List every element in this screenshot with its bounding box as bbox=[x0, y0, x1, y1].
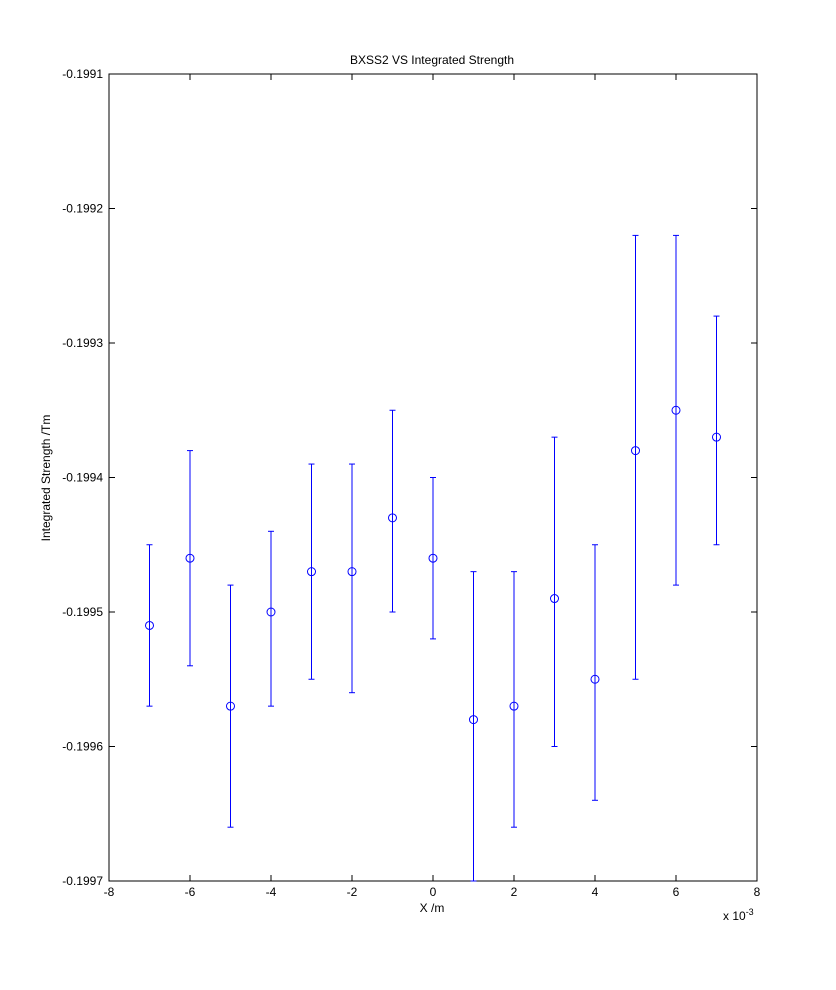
y-tick-label: -0.1994 bbox=[62, 471, 103, 485]
data-point bbox=[226, 701, 235, 711]
data-point bbox=[266, 607, 276, 617]
data-point bbox=[712, 432, 721, 442]
chart-title: BXSS2 VS Integrated Strength bbox=[350, 53, 514, 67]
data-point bbox=[428, 553, 438, 563]
data-point bbox=[388, 513, 397, 523]
y-tick-label: -0.1992 bbox=[62, 202, 103, 216]
y-tick-label: -0.1997 bbox=[62, 874, 103, 888]
x-tick-label: 2 bbox=[511, 885, 518, 899]
x-axis-ticks: -8 -6 -4 -2 0 2 4 6 8 bbox=[104, 74, 761, 899]
x-tick-label: -8 bbox=[104, 885, 115, 899]
error-bars bbox=[146, 234, 720, 882]
data-point bbox=[145, 620, 154, 630]
y-axis-label: Integrated Strength /Tm bbox=[39, 415, 53, 542]
data-point bbox=[185, 553, 195, 563]
data-point bbox=[631, 446, 640, 456]
x-axis-exponent-power: -3 bbox=[746, 907, 754, 917]
y-tick-label: -0.1993 bbox=[62, 336, 103, 350]
data-point bbox=[307, 567, 316, 577]
data-point bbox=[671, 405, 681, 415]
x-tick-label: -4 bbox=[266, 885, 277, 899]
data-point bbox=[509, 701, 519, 711]
y-tick-label: -0.1991 bbox=[62, 67, 103, 81]
data-markers bbox=[145, 405, 721, 725]
x-tick-label: -6 bbox=[185, 885, 196, 899]
data-point bbox=[550, 594, 559, 604]
x-axis-exponent-base: x 10 bbox=[723, 909, 746, 923]
x-tick-label: 4 bbox=[592, 885, 599, 899]
data-point bbox=[590, 674, 600, 684]
x-axis-exponent: x 10-3 bbox=[723, 907, 754, 923]
data-point bbox=[347, 567, 357, 577]
x-axis-label: X /m bbox=[420, 901, 445, 915]
y-axis-ticks: -0.1997 -0.1996 -0.1995 -0.1994 -0.1993 -0.19… bbox=[62, 67, 757, 888]
x-tick-label: 6 bbox=[673, 885, 680, 899]
x-tick-label: 0 bbox=[430, 885, 437, 899]
y-tick-label: -0.1996 bbox=[62, 740, 103, 754]
data-point bbox=[469, 715, 478, 725]
x-tick-label: 8 bbox=[754, 885, 761, 899]
y-tick-label: -0.1995 bbox=[62, 605, 103, 619]
x-tick-label: -2 bbox=[347, 885, 358, 899]
